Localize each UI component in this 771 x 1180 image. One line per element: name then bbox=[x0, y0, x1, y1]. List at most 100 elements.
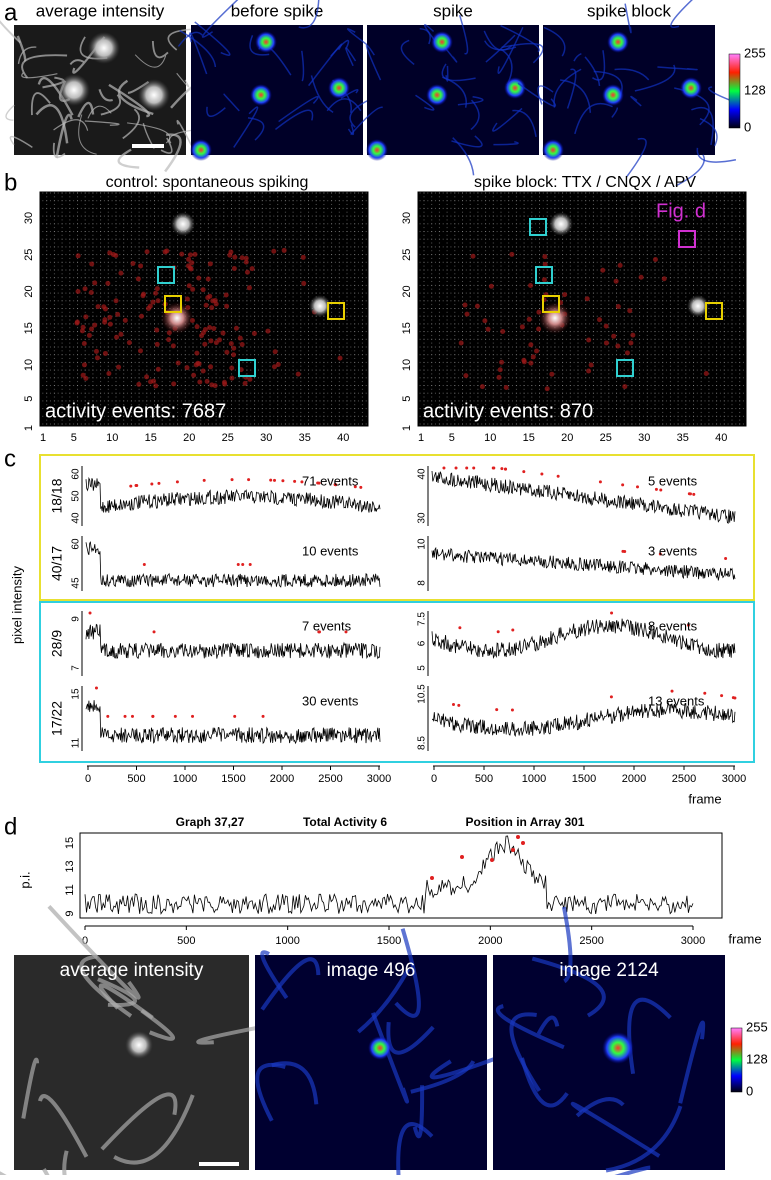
label: 40 bbox=[417, 468, 428, 480]
event-marker bbox=[465, 466, 469, 470]
event-pixel bbox=[462, 302, 468, 308]
event-pixel bbox=[130, 261, 136, 267]
event-pixel bbox=[94, 355, 100, 361]
event-pixel bbox=[81, 362, 87, 368]
event-pixel bbox=[155, 298, 161, 304]
neurite bbox=[657, 66, 698, 71]
label: 30 bbox=[401, 212, 413, 224]
label: activity events: 870 bbox=[423, 400, 593, 422]
event-pixel bbox=[628, 340, 634, 346]
label: 10 bbox=[106, 432, 118, 444]
label: image 2124 bbox=[559, 960, 659, 981]
event-pixel bbox=[86, 332, 92, 338]
event-pixel bbox=[243, 255, 249, 261]
event-pixel bbox=[239, 255, 245, 261]
event-pixel bbox=[497, 367, 503, 373]
neurite bbox=[497, 26, 524, 74]
event-pixel bbox=[102, 317, 108, 323]
event-marker bbox=[504, 467, 508, 471]
label: 3000 bbox=[367, 773, 391, 785]
label: 255 bbox=[746, 1019, 768, 1034]
label: 40 bbox=[71, 512, 82, 524]
neurite bbox=[412, 1085, 425, 1139]
label: 25 bbox=[600, 432, 612, 444]
neurite bbox=[0, 20, 22, 44]
event-marker bbox=[248, 563, 252, 566]
neurite bbox=[357, 968, 411, 1034]
event-pixel bbox=[229, 365, 235, 371]
event-marker bbox=[511, 628, 515, 632]
event-marker bbox=[609, 695, 613, 699]
event-pixel bbox=[195, 360, 201, 366]
neurite bbox=[53, 119, 89, 131]
neurite bbox=[634, 64, 676, 92]
event-pixel bbox=[213, 340, 219, 346]
neurite bbox=[233, 106, 259, 148]
event-marker bbox=[344, 630, 348, 634]
event-pixel bbox=[603, 340, 609, 346]
label: 1 bbox=[401, 425, 413, 431]
event-marker bbox=[236, 563, 240, 566]
label: a bbox=[4, 0, 18, 26]
event-marker bbox=[686, 623, 690, 627]
label: 0 bbox=[744, 119, 751, 134]
event-marker bbox=[540, 472, 544, 476]
event-pixel bbox=[200, 287, 206, 293]
event-marker bbox=[150, 482, 154, 486]
neurite bbox=[451, 135, 483, 148]
event-marker bbox=[88, 611, 92, 615]
event-pixel bbox=[154, 341, 160, 347]
event-pixel bbox=[611, 333, 617, 339]
event-pixel bbox=[93, 348, 99, 354]
soma bbox=[309, 295, 331, 317]
soma bbox=[88, 32, 120, 64]
event-pixel bbox=[463, 373, 469, 379]
event-pixel bbox=[503, 385, 509, 391]
roi-box bbox=[327, 302, 345, 320]
neurite bbox=[512, 109, 537, 138]
neurite bbox=[52, 142, 66, 159]
label: 15 bbox=[523, 432, 535, 444]
trace bbox=[85, 476, 381, 513]
colorbar bbox=[730, 1027, 743, 1093]
roi-box bbox=[529, 218, 547, 236]
label: 40 bbox=[337, 432, 349, 444]
event-marker bbox=[635, 485, 639, 489]
event-pixel bbox=[211, 325, 217, 331]
event-marker bbox=[472, 466, 476, 470]
event-pixel bbox=[196, 275, 202, 281]
scale-bar bbox=[132, 144, 164, 148]
event-pixel bbox=[200, 330, 206, 336]
neurite bbox=[55, 113, 73, 159]
trace bbox=[85, 700, 381, 745]
event-marker bbox=[451, 703, 455, 707]
event-pixel bbox=[113, 252, 119, 258]
neurite bbox=[21, 54, 68, 79]
event-pixel bbox=[588, 362, 594, 368]
label: 15 bbox=[64, 837, 76, 849]
event-pixel bbox=[179, 251, 185, 257]
label: Fig. d bbox=[656, 200, 706, 222]
label: 6 bbox=[417, 640, 428, 646]
event-pixel bbox=[118, 331, 124, 337]
event-pixel bbox=[105, 280, 111, 286]
event-pixel bbox=[227, 252, 233, 258]
event-pixel bbox=[106, 371, 112, 377]
event-marker bbox=[191, 714, 195, 718]
event-marker bbox=[233, 714, 237, 718]
event-pixel bbox=[116, 364, 122, 370]
neurite bbox=[483, 30, 513, 51]
neurite bbox=[496, 1004, 565, 1050]
event-pixel bbox=[271, 248, 277, 254]
soma bbox=[602, 1032, 634, 1064]
label: 10 bbox=[23, 359, 35, 371]
event-pixel bbox=[208, 364, 214, 370]
event-marker bbox=[157, 481, 161, 485]
label: frame bbox=[688, 791, 721, 806]
event-marker bbox=[316, 481, 320, 485]
label: 1500 bbox=[377, 935, 401, 947]
event-marker bbox=[621, 483, 625, 487]
label: 7 bbox=[71, 665, 82, 671]
event-marker bbox=[300, 480, 304, 484]
